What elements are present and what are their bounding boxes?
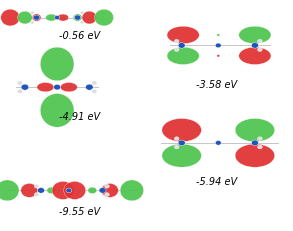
Circle shape	[92, 82, 97, 86]
Ellipse shape	[40, 94, 74, 128]
Circle shape	[251, 140, 258, 146]
Circle shape	[174, 146, 179, 149]
Ellipse shape	[162, 119, 202, 142]
Ellipse shape	[64, 182, 86, 200]
Text: -9.55 eV: -9.55 eV	[59, 206, 100, 216]
Ellipse shape	[239, 48, 271, 65]
Circle shape	[80, 12, 84, 15]
Circle shape	[258, 137, 262, 141]
Ellipse shape	[47, 187, 56, 194]
Circle shape	[174, 137, 179, 141]
Ellipse shape	[46, 15, 57, 22]
Ellipse shape	[52, 182, 74, 200]
Circle shape	[21, 85, 29, 91]
Circle shape	[30, 22, 34, 25]
Circle shape	[38, 188, 45, 193]
Text: -4.91 eV: -4.91 eV	[59, 112, 100, 122]
Circle shape	[86, 85, 93, 91]
Ellipse shape	[82, 12, 97, 25]
Ellipse shape	[167, 48, 199, 65]
Ellipse shape	[217, 55, 220, 58]
Circle shape	[258, 40, 262, 44]
Ellipse shape	[57, 15, 69, 22]
Circle shape	[178, 140, 185, 146]
Ellipse shape	[235, 144, 275, 167]
Circle shape	[30, 12, 34, 15]
Circle shape	[215, 141, 221, 146]
Text: -5.94 eV: -5.94 eV	[196, 176, 237, 186]
Ellipse shape	[32, 15, 41, 22]
Circle shape	[66, 188, 72, 193]
Ellipse shape	[167, 27, 199, 44]
Circle shape	[34, 185, 39, 188]
Ellipse shape	[18, 12, 32, 25]
Circle shape	[54, 85, 61, 91]
Ellipse shape	[21, 184, 38, 198]
Circle shape	[80, 22, 84, 25]
Ellipse shape	[88, 187, 97, 194]
Ellipse shape	[217, 35, 220, 37]
Circle shape	[174, 40, 179, 44]
Circle shape	[74, 16, 81, 21]
Ellipse shape	[239, 27, 271, 44]
Circle shape	[105, 185, 109, 188]
Circle shape	[251, 43, 258, 49]
Circle shape	[178, 43, 185, 49]
Circle shape	[17, 90, 23, 94]
Circle shape	[258, 146, 262, 149]
Ellipse shape	[94, 10, 114, 27]
Circle shape	[34, 193, 39, 197]
Ellipse shape	[120, 180, 144, 201]
Ellipse shape	[73, 15, 82, 22]
Ellipse shape	[37, 83, 54, 92]
Text: -3.58 eV: -3.58 eV	[196, 79, 237, 89]
Circle shape	[54, 16, 60, 21]
Ellipse shape	[40, 48, 74, 82]
Ellipse shape	[101, 184, 118, 198]
Ellipse shape	[1, 10, 20, 27]
Circle shape	[174, 49, 179, 52]
Ellipse shape	[60, 83, 77, 92]
Circle shape	[99, 188, 106, 193]
Circle shape	[92, 90, 97, 94]
Circle shape	[33, 16, 40, 21]
Text: -0.56 eV: -0.56 eV	[59, 31, 100, 41]
Circle shape	[258, 49, 262, 52]
Ellipse shape	[162, 144, 202, 167]
Circle shape	[215, 44, 221, 49]
Circle shape	[17, 82, 23, 86]
Ellipse shape	[0, 180, 19, 201]
Ellipse shape	[235, 119, 275, 142]
Circle shape	[105, 193, 109, 197]
